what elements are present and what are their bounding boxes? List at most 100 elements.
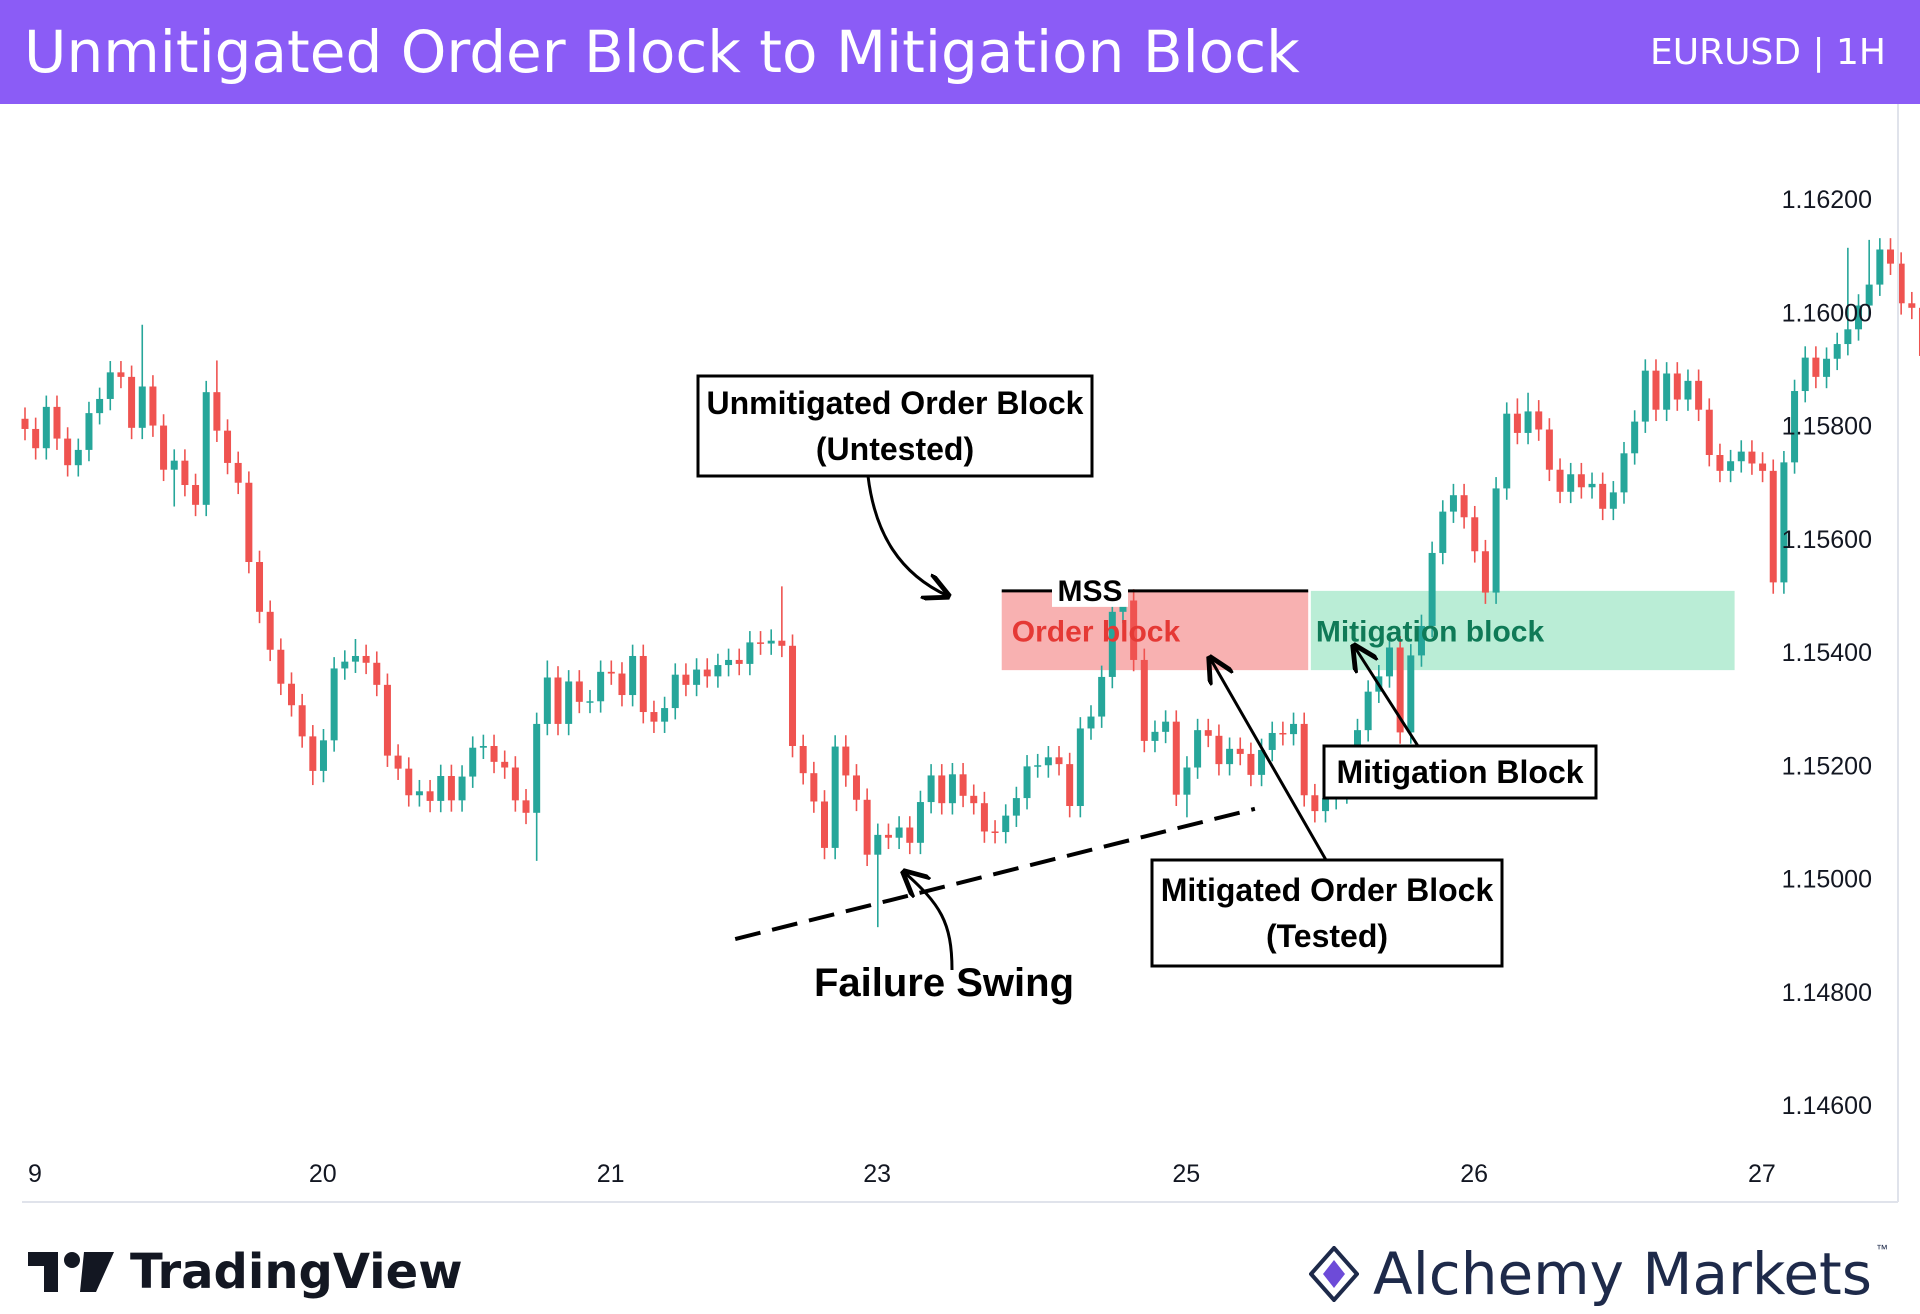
candle-body <box>607 671 615 674</box>
candle-body <box>522 800 530 813</box>
mitigation-arrow <box>1354 646 1420 747</box>
candle-body <box>1108 611 1116 677</box>
candle-body <box>927 775 935 803</box>
unmitigated-annotation-box <box>696 374 1094 478</box>
candle-body <box>1620 453 1628 493</box>
candle-body <box>458 776 466 801</box>
page-title: Unmitigated Order Block to Mitigation Bl… <box>24 18 1300 86</box>
candle-body <box>1513 413 1521 433</box>
candle-body <box>725 659 733 666</box>
candle-body <box>1727 461 1735 471</box>
candle-body <box>639 655 647 713</box>
mitigation-block-zone <box>1310 590 1735 671</box>
x-tick-label: 23 <box>863 1160 891 1188</box>
candle-body <box>746 642 754 664</box>
failure-swing-arrow <box>904 872 954 971</box>
candle-body <box>1236 748 1244 754</box>
y-tick-label: 1.16200 <box>1782 186 1872 214</box>
candle-body <box>959 774 967 796</box>
candle-body <box>266 611 274 650</box>
candle-body <box>1076 728 1084 807</box>
candle-body <box>42 406 50 449</box>
candle-body <box>1791 391 1799 463</box>
candle-body <box>799 746 807 774</box>
candle-body <box>1492 488 1500 593</box>
candle-body <box>1066 764 1074 807</box>
candle-body <box>629 655 637 696</box>
symbol-timeframe: EURUSD | 1H <box>1649 31 1886 73</box>
candle-body <box>383 684 391 756</box>
candle-body <box>128 376 136 428</box>
candle-body <box>394 755 402 769</box>
y-tick-label: 1.16000 <box>1782 299 1872 327</box>
failure-swing-label: Failure Swing <box>814 961 1074 1005</box>
candle-body <box>1258 749 1266 775</box>
unmitigated-arrow <box>866 475 948 596</box>
y-tick-label: 1.15200 <box>1782 752 1872 780</box>
mitigated-annotation-box <box>1150 858 1504 968</box>
candle-body <box>852 775 860 800</box>
candle-body <box>565 681 573 724</box>
candle-body <box>970 795 978 804</box>
candle-body <box>1609 492 1617 509</box>
y-tick-label: 1.15800 <box>1782 413 1872 441</box>
candle-body <box>1300 723 1308 796</box>
candle-body <box>842 746 850 776</box>
candle-body <box>895 827 903 838</box>
candle-body <box>714 665 722 677</box>
candle-body <box>1162 721 1170 732</box>
candle-body <box>373 662 381 685</box>
candle-body <box>415 791 423 796</box>
candle-body <box>618 673 626 696</box>
candle-body <box>1545 429 1553 470</box>
candle-body <box>1908 303 1916 308</box>
x-tick-label: 25 <box>1172 1160 1200 1188</box>
mitigated-arrow <box>1210 658 1328 861</box>
x-tick-label: 27 <box>1748 1160 1776 1188</box>
alchemy-markets-logo: Alchemy Markets ™ <box>1309 1236 1888 1312</box>
candle-body <box>1577 474 1585 488</box>
candle-body <box>906 827 914 843</box>
candle-body <box>181 460 189 486</box>
unmitigated-annotation-text: (Untested) <box>816 431 974 467</box>
candle-body <box>21 418 29 429</box>
candle-body <box>1737 451 1745 462</box>
candle-body <box>1098 676 1106 717</box>
candle-body <box>426 791 434 801</box>
failure-swing-line <box>734 806 1256 941</box>
candle-body <box>1130 600 1138 660</box>
candle-body <box>1567 474 1575 492</box>
candle-body <box>117 372 125 377</box>
candle-body <box>1556 469 1564 492</box>
candle-body <box>543 677 551 724</box>
alchemy-markets-brand: Alchemy Markets <box>1373 1240 1872 1308</box>
candle-body <box>138 386 146 428</box>
y-tick-label: 1.15400 <box>1782 639 1872 667</box>
mitigated-annotation-text: Mitigated Order Block <box>1161 872 1494 908</box>
mss-label: MSS <box>1057 575 1122 608</box>
candle-body <box>586 701 594 703</box>
candle-body <box>1215 735 1223 765</box>
candle-body <box>874 834 882 855</box>
candle-body <box>1801 357 1809 392</box>
candle-body <box>32 428 40 449</box>
candle-body <box>1002 815 1010 833</box>
candle-body <box>863 799 871 855</box>
candle-body <box>1087 716 1095 729</box>
candle-body <box>501 761 509 768</box>
x-tick-label: 20 <box>309 1160 337 1188</box>
candle-body <box>160 425 168 470</box>
candle-body <box>1460 495 1468 518</box>
candle-body <box>1396 647 1404 733</box>
candle-body <box>1812 357 1820 377</box>
candle-body <box>437 776 445 801</box>
candle-body <box>479 746 487 748</box>
candle-body <box>1481 551 1489 593</box>
candle-body <box>447 776 455 801</box>
candle-body <box>1652 370 1660 410</box>
candle-body <box>682 674 690 685</box>
candle-body <box>1417 625 1425 656</box>
candle-body <box>351 655 359 662</box>
candle-body <box>1503 413 1511 489</box>
candle-body <box>1407 655 1415 733</box>
